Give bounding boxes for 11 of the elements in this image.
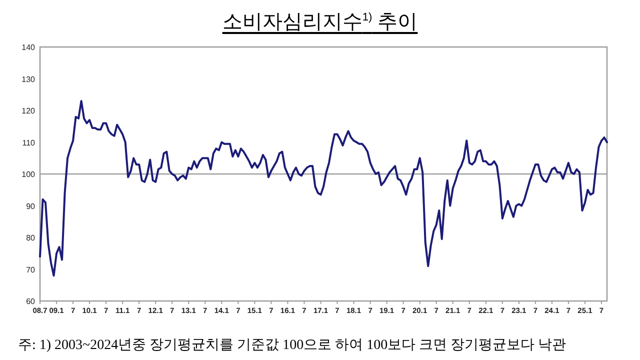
y-tick-label: 70 xyxy=(26,265,36,274)
y-tick-label: 80 xyxy=(26,234,36,242)
y-tick-label: 60 xyxy=(26,297,36,306)
title: 소비자심리지수$^{1)}$ 추이 xyxy=(221,10,419,35)
y-tick-label: 120 xyxy=(22,106,36,116)
y-tick-label: 90 xyxy=(26,202,36,211)
y-tick-label: 130 xyxy=(22,74,36,84)
y-tick-label: 140 xyxy=(22,43,36,52)
y-tick-label: 100 xyxy=(22,170,36,179)
text: 주: 1) 2003~2024년중 장기평균치를 기준값 100으로 하여 100보다 크면 장기평균보다 낙관 xyxy=(18,337,568,354)
y-tick-label: 110 xyxy=(22,138,36,148)
